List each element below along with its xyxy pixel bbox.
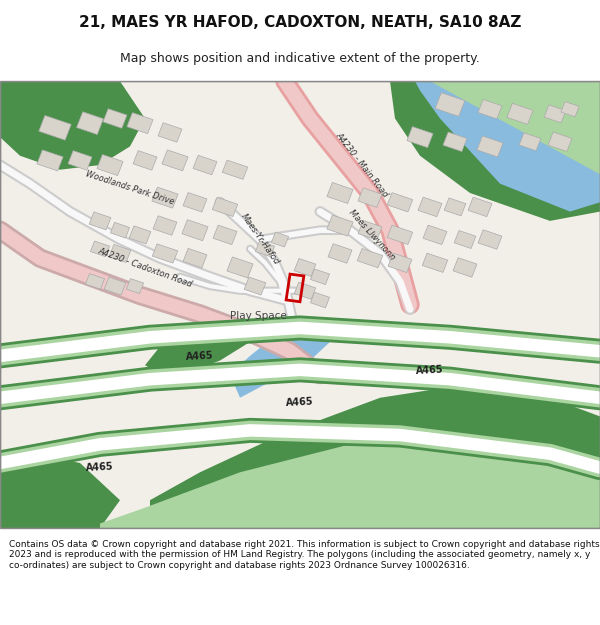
Bar	[244, 277, 266, 295]
Bar	[227, 257, 253, 278]
Bar	[85, 274, 104, 289]
Text: A465: A465	[416, 364, 444, 376]
Bar	[129, 226, 151, 244]
Text: A4230 - Main Road: A4230 - Main Road	[334, 131, 390, 199]
Bar	[423, 225, 447, 244]
Polygon shape	[100, 435, 600, 528]
Polygon shape	[0, 454, 120, 528]
Bar	[133, 151, 157, 170]
Bar	[152, 244, 178, 263]
Text: Contains OS data © Crown copyright and database right 2021. This information is : Contains OS data © Crown copyright and d…	[9, 540, 599, 569]
Bar	[37, 150, 63, 171]
Bar	[507, 103, 533, 124]
Polygon shape	[430, 81, 600, 184]
Bar	[97, 154, 123, 176]
Bar	[68, 151, 92, 170]
Bar	[153, 216, 177, 235]
Bar	[91, 241, 110, 257]
Bar	[162, 150, 188, 171]
Bar	[109, 244, 131, 262]
Polygon shape	[150, 379, 600, 528]
Bar	[127, 279, 143, 294]
Bar	[158, 122, 182, 142]
Polygon shape	[145, 323, 250, 379]
Bar	[357, 249, 383, 268]
Bar	[388, 253, 412, 272]
Bar	[193, 155, 217, 175]
Bar	[454, 231, 476, 249]
Bar	[103, 109, 127, 128]
Bar	[110, 222, 130, 238]
Polygon shape	[0, 81, 145, 170]
Bar	[387, 192, 413, 212]
Bar	[327, 215, 353, 236]
Bar	[544, 105, 566, 123]
Text: A4230 - Cadoxton Road: A4230 - Cadoxton Road	[97, 246, 193, 289]
Bar	[286, 274, 304, 302]
Bar	[407, 127, 433, 148]
Bar	[477, 136, 503, 157]
Bar	[561, 101, 579, 117]
Text: Play Space: Play Space	[230, 311, 286, 321]
Text: A465: A465	[186, 350, 214, 362]
Polygon shape	[530, 81, 600, 127]
Bar	[104, 277, 126, 295]
Bar	[443, 132, 467, 151]
Bar	[548, 132, 572, 151]
Bar	[310, 269, 329, 284]
Text: Maes-Yr-Hafod: Maes-Yr-Hafod	[239, 213, 281, 267]
Bar	[127, 112, 153, 134]
Bar	[418, 198, 442, 217]
Polygon shape	[390, 81, 600, 221]
Bar	[77, 112, 103, 134]
Bar	[310, 292, 329, 308]
Bar	[468, 198, 492, 217]
Text: A465: A465	[286, 397, 314, 408]
Bar	[478, 99, 502, 119]
Text: Woodlands Park Drive: Woodlands Park Drive	[85, 170, 175, 207]
Bar	[213, 225, 237, 244]
Bar	[358, 221, 382, 240]
Bar	[89, 212, 111, 230]
Bar	[256, 241, 275, 257]
Bar	[183, 192, 207, 212]
Bar	[294, 259, 316, 276]
Polygon shape	[415, 81, 600, 212]
Bar	[328, 244, 352, 263]
Bar	[327, 182, 353, 204]
Bar	[387, 225, 413, 244]
Text: Map shows position and indicative extent of the property.: Map shows position and indicative extent…	[120, 52, 480, 65]
Bar	[212, 198, 238, 216]
Bar	[358, 188, 382, 208]
Text: 21, MAES YR HAFOD, CADOXTON, NEATH, SA10 8AZ: 21, MAES YR HAFOD, CADOXTON, NEATH, SA10…	[79, 15, 521, 30]
Bar	[271, 232, 289, 247]
Bar	[453, 258, 477, 278]
Text: A465: A465	[86, 462, 114, 473]
Bar	[39, 116, 71, 140]
Bar	[444, 198, 466, 216]
Text: Maes Llwynonn: Maes Llwynonn	[347, 208, 397, 262]
Bar	[435, 92, 465, 116]
Bar	[222, 160, 248, 179]
Polygon shape	[230, 323, 330, 398]
Bar	[152, 187, 178, 208]
Bar	[182, 220, 208, 241]
Bar	[519, 132, 541, 151]
Bar	[295, 282, 316, 299]
Bar	[183, 248, 207, 268]
Bar	[478, 230, 502, 249]
Bar	[422, 253, 448, 272]
